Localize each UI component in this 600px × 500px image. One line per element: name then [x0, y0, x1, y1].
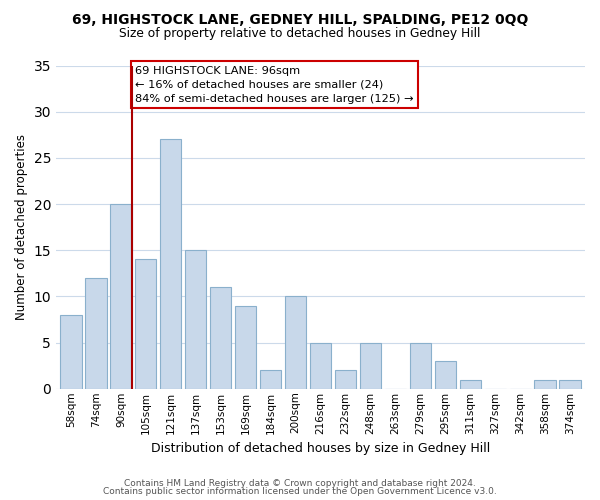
Bar [360, 342, 381, 389]
Bar [185, 250, 206, 389]
Bar [460, 380, 481, 389]
Text: Size of property relative to detached houses in Gedney Hill: Size of property relative to detached ho… [119, 28, 481, 40]
Bar [135, 260, 157, 389]
Bar [285, 296, 306, 389]
Bar [310, 342, 331, 389]
Text: 69, HIGHSTOCK LANE, GEDNEY HILL, SPALDING, PE12 0QQ: 69, HIGHSTOCK LANE, GEDNEY HILL, SPALDIN… [72, 12, 528, 26]
X-axis label: Distribution of detached houses by size in Gedney Hill: Distribution of detached houses by size … [151, 442, 490, 455]
Text: Contains HM Land Registry data © Crown copyright and database right 2024.: Contains HM Land Registry data © Crown c… [124, 478, 476, 488]
Bar [434, 361, 456, 389]
Bar [210, 287, 232, 389]
Text: 69 HIGHSTOCK LANE: 96sqm
← 16% of detached houses are smaller (24)
84% of semi-d: 69 HIGHSTOCK LANE: 96sqm ← 16% of detach… [135, 66, 414, 104]
Bar [235, 306, 256, 389]
Y-axis label: Number of detached properties: Number of detached properties [15, 134, 28, 320]
Bar [85, 278, 107, 389]
Text: Contains public sector information licensed under the Open Government Licence v3: Contains public sector information licen… [103, 487, 497, 496]
Bar [559, 380, 581, 389]
Bar [335, 370, 356, 389]
Bar [110, 204, 131, 389]
Bar [410, 342, 431, 389]
Bar [260, 370, 281, 389]
Bar [535, 380, 556, 389]
Bar [61, 315, 82, 389]
Bar [160, 140, 181, 389]
